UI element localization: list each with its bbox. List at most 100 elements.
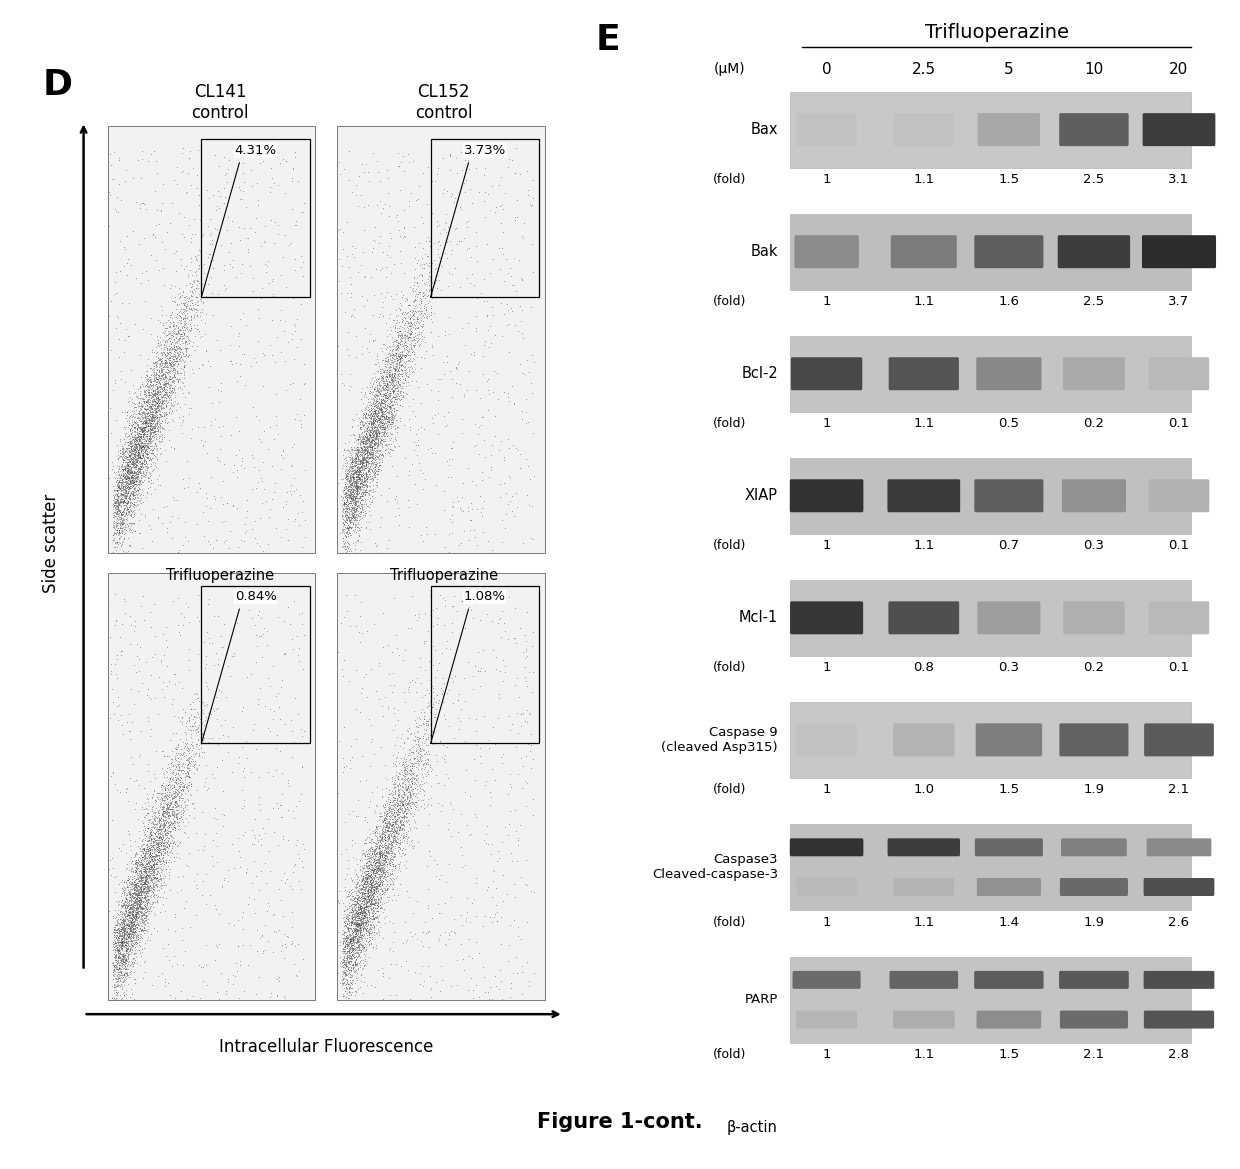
Point (267, 970, 286, 989)
Point (284, 856, 304, 874)
Point (517, 774, 537, 793)
Point (110, 492, 130, 511)
Point (118, 915, 138, 934)
Point (128, 442, 148, 461)
Point (339, 927, 358, 946)
Point (160, 800, 180, 818)
Point (441, 187, 461, 206)
Point (108, 954, 128, 973)
Point (149, 333, 169, 352)
Point (358, 893, 378, 912)
Point (135, 863, 155, 881)
Point (135, 808, 155, 826)
Point (113, 928, 133, 947)
Point (124, 934, 144, 953)
Point (360, 489, 379, 507)
Point (351, 928, 371, 947)
Point (133, 906, 153, 925)
Point (360, 426, 379, 444)
Point (382, 410, 402, 429)
Point (114, 916, 134, 935)
Point (383, 829, 403, 848)
Point (346, 496, 366, 514)
Point (362, 423, 382, 442)
Point (402, 317, 422, 336)
Point (174, 776, 193, 795)
Point (339, 942, 358, 961)
Point (363, 863, 383, 881)
Point (154, 837, 174, 856)
Point (150, 383, 170, 402)
Point (402, 777, 422, 796)
Point (360, 343, 379, 361)
Point (112, 921, 131, 940)
Point (113, 911, 133, 929)
Point (164, 354, 184, 373)
Point (482, 860, 502, 879)
Point (250, 679, 270, 698)
Point (115, 938, 135, 956)
Point (356, 430, 376, 449)
Point (383, 831, 403, 850)
FancyBboxPatch shape (888, 479, 960, 512)
Point (133, 445, 153, 464)
Point (377, 844, 397, 863)
Point (339, 462, 358, 480)
Point (108, 520, 128, 539)
Point (110, 513, 130, 532)
Point (379, 830, 399, 849)
Point (353, 484, 373, 503)
Point (374, 392, 394, 410)
Point (342, 939, 362, 957)
Point (337, 454, 357, 472)
Point (167, 763, 187, 782)
Point (126, 915, 146, 934)
Point (376, 440, 396, 458)
Point (383, 413, 403, 431)
Point (372, 899, 392, 918)
Point (130, 745, 150, 763)
Point (352, 431, 372, 450)
Point (125, 853, 145, 872)
Point (337, 914, 357, 933)
Point (120, 898, 140, 916)
Point (125, 478, 145, 497)
Point (169, 765, 188, 783)
Point (159, 835, 179, 853)
Point (353, 919, 373, 938)
Point (348, 926, 368, 945)
Point (146, 809, 166, 828)
Point (130, 457, 150, 476)
Point (376, 833, 396, 852)
Point (370, 862, 389, 880)
Point (352, 499, 372, 518)
Point (156, 853, 176, 872)
Point (412, 249, 432, 268)
Point (393, 310, 413, 328)
Point (120, 406, 140, 424)
Point (117, 942, 136, 961)
Point (343, 486, 363, 505)
Point (144, 396, 164, 415)
Point (125, 934, 145, 953)
Point (161, 776, 181, 795)
Point (133, 402, 153, 421)
Point (134, 419, 154, 437)
Point (291, 880, 311, 899)
Point (351, 904, 371, 922)
Point (171, 348, 191, 367)
Point (341, 466, 361, 485)
Point (358, 887, 378, 906)
Point (358, 883, 378, 901)
Point (233, 935, 253, 954)
Point (118, 909, 138, 928)
Point (366, 440, 386, 458)
Point (376, 809, 396, 828)
Point (360, 907, 379, 926)
Point (353, 437, 373, 456)
Point (107, 490, 126, 509)
Point (372, 452, 392, 471)
Point (155, 969, 175, 988)
Point (131, 870, 151, 888)
Point (403, 327, 423, 346)
